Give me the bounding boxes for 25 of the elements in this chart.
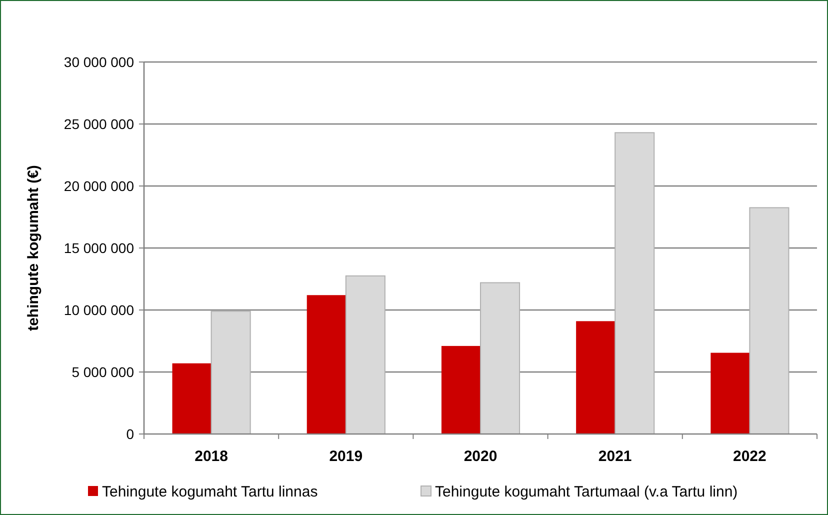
bar	[749, 207, 790, 434]
bar	[441, 346, 480, 434]
bar	[306, 295, 346, 434]
x-tick-label: 2019	[329, 448, 363, 465]
y-tick-label: 0	[126, 426, 134, 442]
legend-label: Tehingute kogumaht Tartu linnas	[102, 483, 318, 500]
y-tick-label: 10 000 000	[64, 302, 134, 318]
bar	[172, 363, 212, 434]
y-tick-label: 20 000 000	[64, 178, 134, 194]
bar	[210, 310, 251, 434]
x-tick-label: 2018	[194, 448, 228, 465]
legend-label: Tehingute kogumaht Tartumaal (v.a Tartu linn)	[435, 483, 738, 500]
bar	[576, 321, 616, 434]
y-tick-label: 30 000 000	[64, 54, 134, 70]
y-tick-label: 5 000 000	[72, 364, 134, 380]
y-axis-title: tehingute kogumaht (€)	[25, 165, 42, 331]
x-tick-label: 2020	[464, 448, 498, 465]
y-tick-label: 25 000 000	[64, 116, 134, 132]
x-tick-label: 2022	[733, 448, 766, 465]
bar	[480, 282, 520, 434]
bar	[614, 132, 655, 434]
x-tick-label: 2021	[598, 448, 632, 465]
y-tick-label: 15 000 000	[64, 240, 134, 256]
bar	[345, 275, 386, 434]
bar	[710, 352, 750, 434]
